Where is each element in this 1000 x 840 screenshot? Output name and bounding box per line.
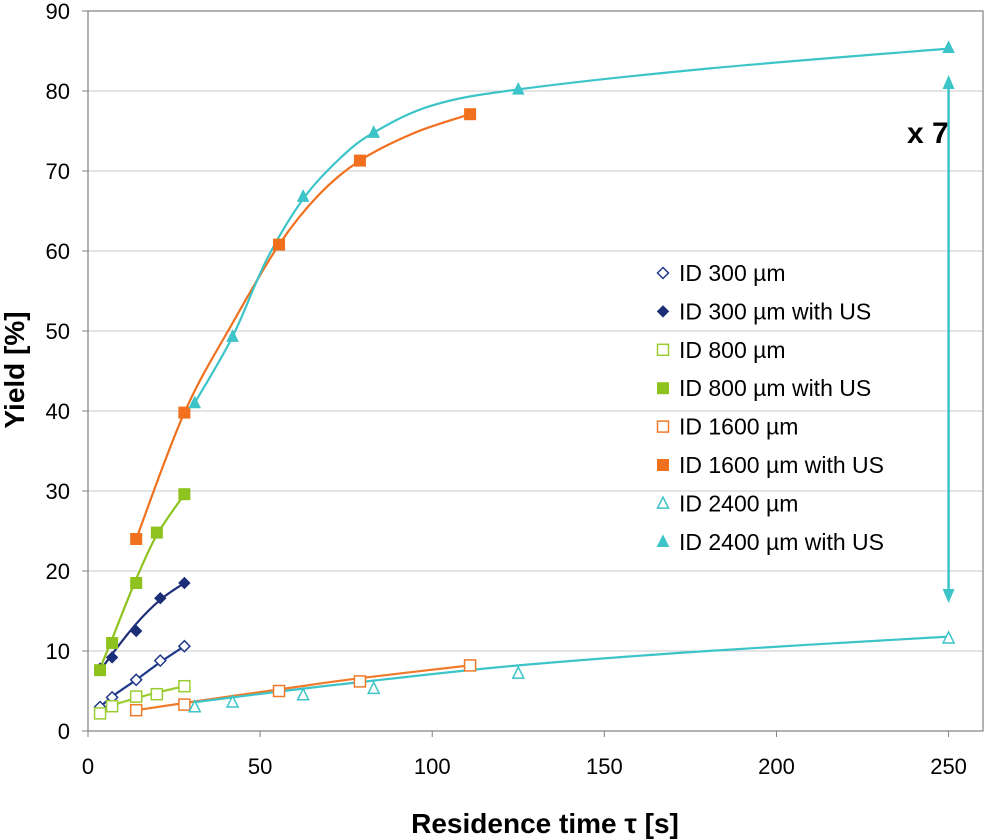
- x-axis-title: Residence time τ [s]: [411, 808, 679, 839]
- series-5-point-1: [129, 703, 143, 717]
- series-8-point-5: [511, 81, 525, 95]
- series-7-fit-line: [194, 635, 949, 704]
- series-1-point-3: [129, 673, 143, 687]
- legend-label-7: ID 2400 µm: [679, 490, 798, 516]
- series-2-point-3: [129, 624, 143, 638]
- y-tick-label-80: 80: [46, 79, 70, 104]
- series-2-point-4: [154, 591, 167, 605]
- series-8-point-6: [942, 40, 955, 54]
- legend-label-5: ID 1600 µm: [679, 414, 798, 440]
- legend-marker-3: [656, 343, 670, 357]
- series-6-point-2: [178, 406, 191, 419]
- legend-label-2: ID 300 µm with US: [679, 298, 871, 324]
- annotation-arrow-head-bottom: [942, 589, 955, 603]
- legend-marker-5: [656, 420, 670, 433]
- legend-marker-2: [656, 305, 670, 318]
- legend-marker-4: [657, 382, 669, 395]
- y-tick-label-50: 50: [46, 319, 70, 344]
- series-5-point-3: [272, 684, 286, 698]
- legend: ID 300 µm ID 300 µm with US ID 800 µm ID 80…: [656, 260, 884, 555]
- y-tick-label-40: 40: [46, 399, 70, 424]
- series-4-point-2: [106, 637, 119, 649]
- series-6-point-1: [130, 533, 143, 545]
- legend-marker-1: [656, 266, 670, 280]
- grid-layer: [88, 10, 983, 652]
- series-7-point-5: [511, 665, 525, 679]
- series-7-point-6: [941, 630, 956, 644]
- series-5-point-2: [178, 698, 191, 711]
- x-tick-label-0: 0: [82, 754, 94, 779]
- series-4-point-5: [178, 488, 191, 501]
- legend-marker-6: [657, 459, 669, 471]
- annotation-label: x 7: [907, 117, 949, 150]
- series-8-fit-line: [193, 47, 949, 404]
- series-6-point-4: [353, 154, 366, 167]
- legend-label-8: ID 2400 µm with US: [679, 529, 884, 555]
- series-2-point-5: [178, 576, 191, 590]
- x-tick-label-250: 250: [930, 754, 967, 779]
- y-tick-label-70: 70: [46, 159, 70, 184]
- series-5-point-5: [463, 659, 477, 672]
- y-tick-label-0: 0: [58, 719, 70, 744]
- series-8-point-3: [296, 189, 310, 202]
- series-3-point-2: [105, 699, 119, 713]
- series-6-fit-line: [135, 113, 471, 540]
- markers-layer: [93, 40, 956, 720]
- series-5-point-4: [353, 675, 367, 688]
- axes-layer: 0 10 20 30 40 50 60 70 80 90 0 50 100 150 200 250: [46, 0, 984, 779]
- series-3-point-3: [129, 690, 143, 703]
- series-2-fit-line: [99, 582, 186, 672]
- legend-label-1: ID 300 µm: [679, 260, 786, 286]
- series-1-point-4: [153, 654, 167, 668]
- y-axis-title: Yield [%]: [0, 311, 30, 428]
- series-4-point-4: [150, 526, 163, 539]
- annotation-arrow-head-top: [942, 75, 955, 89]
- series-3-point-1: [93, 707, 107, 720]
- y-tick-label-10: 10: [46, 639, 70, 664]
- legend-label-4: ID 800 µm with US: [679, 375, 871, 401]
- legend-marker-7: [656, 495, 670, 509]
- series-3-point-4: [150, 687, 164, 701]
- series-3-point-5: [178, 679, 191, 693]
- series-4-point-1: [94, 664, 107, 677]
- y-tick-label-90: 90: [46, 0, 70, 24]
- series-7-point-2: [225, 694, 240, 708]
- y-tick-label-60: 60: [46, 239, 70, 264]
- x-tick-label-150: 150: [586, 754, 623, 779]
- series-7-point-1: [188, 698, 202, 713]
- series-8-point-1: [188, 395, 202, 409]
- x-tick-label-200: 200: [758, 754, 795, 779]
- series-1-point-5: [177, 639, 191, 653]
- legend-label-6: ID 1600 µm with US: [679, 452, 884, 478]
- legend-label-3: ID 800 µm: [679, 337, 786, 363]
- y-tick-label-20: 20: [46, 559, 70, 584]
- plot-frame: [87, 10, 984, 732]
- series-7-point-4: [367, 680, 381, 695]
- series-8-point-2: [226, 329, 239, 342]
- legend-marker-8: [656, 534, 670, 548]
- series-7-point-3: [296, 686, 310, 701]
- series-2-point-2: [105, 651, 119, 664]
- annotation-layer: x 7: [907, 75, 955, 603]
- series-4-point-3: [130, 577, 143, 589]
- series-6-point-5: [464, 108, 477, 121]
- series-6-point-3: [273, 238, 286, 251]
- x-tick-label-100: 100: [414, 754, 451, 779]
- x-tick-label-50: 50: [248, 754, 272, 779]
- y-tick-label-30: 30: [46, 479, 70, 504]
- series-8-point-4: [367, 125, 381, 138]
